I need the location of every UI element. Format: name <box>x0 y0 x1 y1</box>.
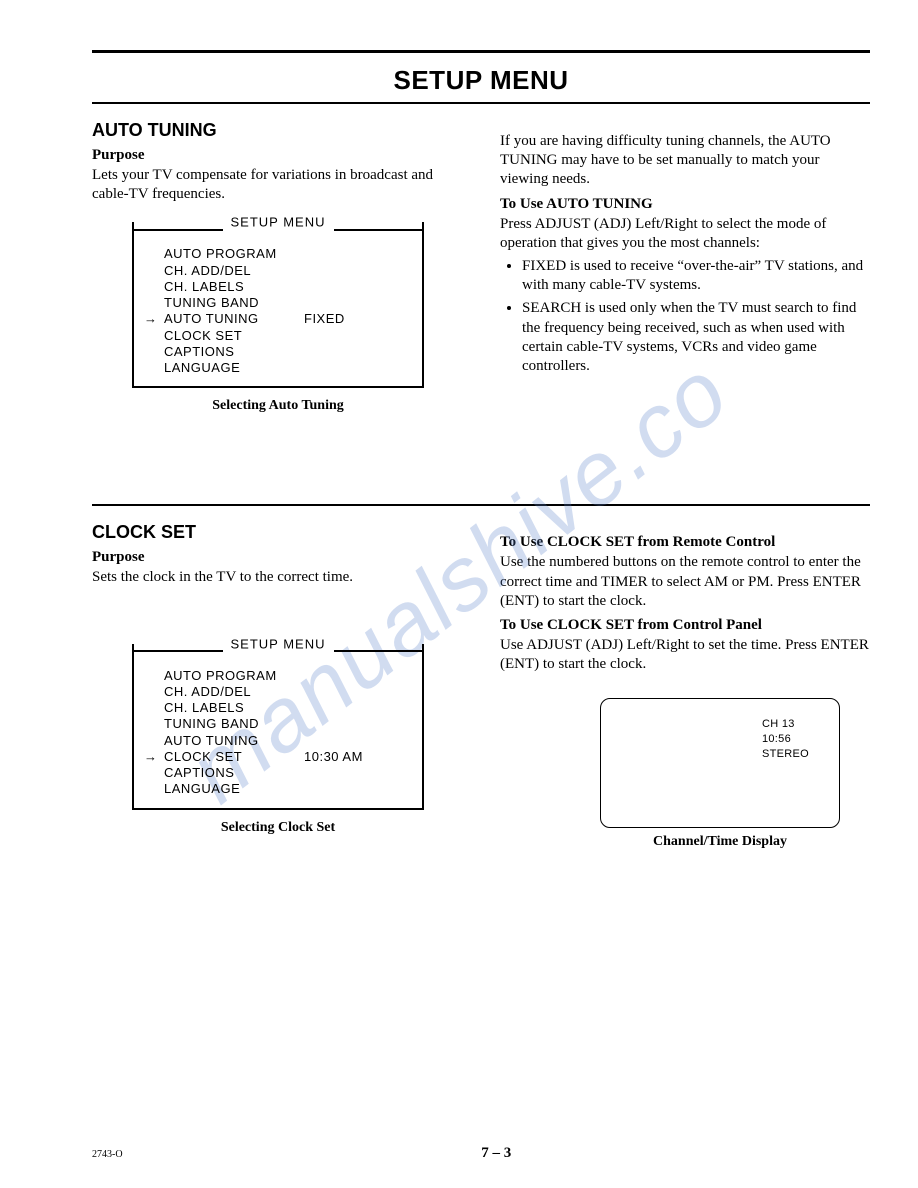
box-title-line: SETUP MENU <box>134 644 422 659</box>
menu-item-label: TUNING BAND <box>164 716 304 732</box>
clock-set-panel-text: Use ADJUST (ADJ) Left/Right to set the t… <box>500 636 870 674</box>
menu-item-label: AUTO TUNING <box>164 311 304 327</box>
arrow-icon: → <box>144 311 157 327</box>
box-title: SETUP MENU <box>223 215 334 230</box>
menu-item-label: CH. ADD/DEL <box>164 684 304 700</box>
auto-tuning-menu-box: SETUP MENU AUTO PROGRAM CH. ADD/DEL CH. … <box>132 222 424 388</box>
menu-item-label: CH. LABELS <box>164 279 304 295</box>
box-rule-right <box>334 650 423 652</box>
purpose-label: Purpose <box>92 549 466 566</box>
auto-tuning-heading: AUTO TUNING <box>92 120 466 141</box>
menu-item-label: CAPTIONS <box>164 344 304 360</box>
menu-item: AUTO TUNING <box>164 733 406 749</box>
menu-list: AUTO PROGRAM CH. ADD/DEL CH. LABELS TUNI… <box>150 668 406 798</box>
title-rule <box>92 102 870 104</box>
box-rule-left <box>134 229 223 231</box>
auto-tuning-bullets: FIXED is used to receive “over-the-air” … <box>500 257 870 376</box>
menu-item-label: CLOCK SET <box>164 749 304 765</box>
menu-item-selected: →CLOCK SET10:30 AM <box>164 749 406 765</box>
menu-item-value: FIXED <box>304 311 345 327</box>
menu-item: LANGUAGE <box>164 360 406 376</box>
menu-list: AUTO PROGRAM CH. ADD/DEL CH. LABELS TUNI… <box>150 246 406 376</box>
menu-item: AUTO PROGRAM <box>164 246 406 262</box>
display-channel: CH 13 <box>762 717 809 732</box>
menu-item: CH. ADD/DEL <box>164 263 406 279</box>
menu-item-label: CH. ADD/DEL <box>164 263 304 279</box>
clock-set-right-col: To Use CLOCK SET from Remote Control Use… <box>500 516 870 850</box>
channel-time-display-inner: CH 13 10:56 STEREO <box>762 717 809 762</box>
channel-time-display-caption: Channel/Time Display <box>600 834 840 850</box>
auto-tuning-left-col: AUTO TUNING Purpose Lets your TV compens… <box>92 114 466 414</box>
arrow-icon: → <box>144 749 157 765</box>
menu-item: AUTO PROGRAM <box>164 668 406 684</box>
clock-set-panel-label: To Use CLOCK SET from Control Panel <box>500 617 870 634</box>
menu-item: TUNING BAND <box>164 716 406 732</box>
bullet-item: FIXED is used to receive “over-the-air” … <box>522 257 870 295</box>
auto-tuning-menu-caption: Selecting Auto Tuning <box>132 398 424 414</box>
clock-set-left-col: CLOCK SET Purpose Sets the clock in the … <box>92 516 466 850</box>
clock-set-menu-caption: Selecting Clock Set <box>132 820 424 836</box>
purpose-text: Lets your TV compensate for variations i… <box>92 166 466 204</box>
menu-item: CH. LABELS <box>164 700 406 716</box>
box-title-line: SETUP MENU <box>134 222 422 237</box>
box-title: SETUP MENU <box>223 636 334 651</box>
box-rule-left <box>134 650 223 652</box>
menu-item: CH. LABELS <box>164 279 406 295</box>
menu-item-label: AUTO PROGRAM <box>164 246 304 262</box>
menu-item-label: AUTO PROGRAM <box>164 668 304 684</box>
clock-set-menu-figure: SETUP MENU AUTO PROGRAM CH. ADD/DEL CH. … <box>132 644 424 836</box>
menu-item-label: LANGUAGE <box>164 781 304 797</box>
clock-set-menu-box: SETUP MENU AUTO PROGRAM CH. ADD/DEL CH. … <box>132 644 424 810</box>
menu-item: CAPTIONS <box>164 344 406 360</box>
bullet-item: SEARCH is used only when the TV must sea… <box>522 299 870 376</box>
menu-item: LANGUAGE <box>164 781 406 797</box>
auto-tuning-menu-figure: SETUP MENU AUTO PROGRAM CH. ADD/DEL CH. … <box>132 222 424 414</box>
menu-item-label: LANGUAGE <box>164 360 304 376</box>
clock-set-heading: CLOCK SET <box>92 522 466 543</box>
clock-set-remote-text: Use the numbered buttons on the remote c… <box>500 553 870 611</box>
menu-item-value: 10:30 AM <box>304 749 363 765</box>
menu-item-label: AUTO TUNING <box>164 733 304 749</box>
menu-item-label: CLOCK SET <box>164 328 304 344</box>
purpose-text: Sets the clock in the TV to the correct … <box>92 568 466 587</box>
auto-tuning-right-col: If you are having difficulty tuning chan… <box>500 114 870 414</box>
menu-item-selected: →AUTO TUNINGFIXED <box>164 311 406 327</box>
auto-tuning-howto-label: To Use AUTO TUNING <box>500 196 870 213</box>
menu-item: CAPTIONS <box>164 765 406 781</box>
menu-item-label: CH. LABELS <box>164 700 304 716</box>
footer-doc-id: 2743-O <box>92 1149 123 1160</box>
menu-item: TUNING BAND <box>164 295 406 311</box>
footer-page-number: 7 – 3 <box>481 1145 511 1162</box>
display-time: 10:56 <box>762 732 809 747</box>
menu-item: CH. ADD/DEL <box>164 684 406 700</box>
display-audio: STEREO <box>762 747 809 762</box>
section-divider <box>92 504 870 506</box>
channel-time-display-box: CH 13 10:56 STEREO <box>600 698 840 828</box>
top-rule <box>92 50 870 53</box>
box-rule-right <box>334 229 423 231</box>
manual-page: manualshive.co SETUP MENU AUTO TUNING Pu… <box>0 0 918 1188</box>
page-footer: 2743-O 7 – 3 <box>92 1145 870 1162</box>
menu-item-label: CAPTIONS <box>164 765 304 781</box>
menu-item-label: TUNING BAND <box>164 295 304 311</box>
clock-set-remote-label: To Use CLOCK SET from Remote Control <box>500 534 870 551</box>
purpose-label: Purpose <box>92 147 466 164</box>
clock-set-section: CLOCK SET Purpose Sets the clock in the … <box>92 516 870 850</box>
auto-tuning-intro: If you are having difficulty tuning chan… <box>500 132 870 190</box>
menu-item: CLOCK SET <box>164 328 406 344</box>
channel-time-display-figure: CH 13 10:56 STEREO Channel/Time Display <box>600 698 840 850</box>
page-title: SETUP MENU <box>92 61 870 102</box>
auto-tuning-section: AUTO TUNING Purpose Lets your TV compens… <box>92 114 870 414</box>
auto-tuning-howto-text: Press ADJUST (ADJ) Left/Right to select … <box>500 215 870 253</box>
